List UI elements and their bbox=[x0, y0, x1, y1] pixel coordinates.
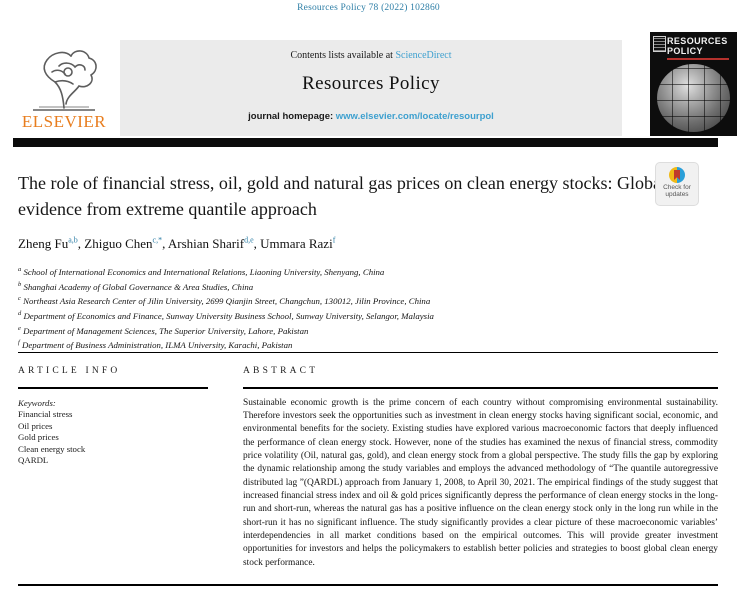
journal-masthead-box: Contents lists available at ScienceDirec… bbox=[120, 40, 622, 136]
journal-title: Resources Policy bbox=[302, 73, 440, 94]
check-badge-line2: updates bbox=[665, 191, 689, 198]
keyword-item: Gold prices bbox=[18, 432, 59, 443]
keyword-item: Financial stress bbox=[18, 409, 73, 420]
contents-line: Contents lists available at ScienceDirec… bbox=[120, 50, 622, 61]
masthead-divider-bar bbox=[13, 138, 718, 147]
affiliation-text: Department of Economics and Finance, Sun… bbox=[21, 310, 434, 321]
author-name: Arshian Sharif bbox=[167, 236, 245, 252]
sciencedirect-link[interactable]: ScienceDirect bbox=[395, 50, 452, 61]
cover-title: RESOURCES POLICY bbox=[667, 36, 728, 56]
cover-title-line2: POLICY bbox=[667, 46, 703, 56]
abstract-section: ABSTRACT Sustainable economic growth is … bbox=[243, 366, 718, 570]
author: Arshian Sharifd,e, bbox=[168, 236, 260, 251]
keyword-item: QARDL bbox=[18, 455, 49, 466]
journal-cover-thumbnail: RESOURCES POLICY bbox=[650, 32, 737, 136]
author: Zheng Fua,b, bbox=[18, 236, 84, 251]
keyword-item: Clean energy stock bbox=[18, 443, 86, 454]
abstract-heading: ABSTRACT bbox=[243, 366, 319, 376]
homepage-line: journal homepage: www.elsevier.com/locat… bbox=[120, 111, 622, 122]
section-divider bbox=[18, 352, 718, 353]
keywords-label: Keywords: bbox=[18, 397, 56, 408]
author-name: Zheng Fu bbox=[18, 236, 69, 252]
cover-tagline-rule bbox=[667, 58, 729, 60]
affiliation-line: d Department of Economics and Finance, S… bbox=[18, 308, 434, 323]
affiliation-marker: a bbox=[18, 266, 22, 273]
article-info-heading: ARTICLE INFO bbox=[18, 366, 121, 376]
cover-elsevier-mini-logo-icon bbox=[653, 36, 666, 52]
article-info-section: ARTICLE INFO Keywords: Financial stress … bbox=[18, 366, 208, 467]
affiliation-marker: e bbox=[18, 324, 21, 332]
elsevier-tree-icon bbox=[33, 50, 97, 111]
affiliation-line: c Northeast Asia Research Center of Jili… bbox=[18, 293, 434, 308]
author-affiliation-sup: d,e bbox=[244, 236, 254, 245]
article-info-rule bbox=[18, 387, 208, 389]
bookmark-icon bbox=[674, 170, 680, 180]
author-name: Zhiguo Chen bbox=[84, 236, 153, 252]
author-name: Ummara Razi bbox=[260, 236, 333, 252]
author-affiliation-sup: a,b bbox=[68, 236, 78, 245]
affiliation-marker: f bbox=[18, 339, 20, 347]
journal-citation-link[interactable]: Resources Policy 78 (2022) 102860 bbox=[297, 3, 440, 13]
check-for-updates-badge[interactable]: Check for updates bbox=[655, 162, 699, 206]
affiliation-marker: b bbox=[18, 280, 22, 288]
affiliation-list: a School of International Economics and … bbox=[18, 264, 434, 352]
crossmark-icon bbox=[669, 167, 685, 183]
author-affiliation-sup: c,* bbox=[152, 236, 163, 245]
homepage-link[interactable]: www.elsevier.com/locate/resourpol bbox=[335, 111, 494, 122]
author-affiliation-sup: f bbox=[332, 236, 336, 245]
abstract-text: Sustainable economic growth is the prime… bbox=[243, 397, 718, 568]
contents-prefix: Contents lists available at bbox=[290, 50, 396, 61]
page-title: The role of financial stress, oil, gold … bbox=[18, 173, 666, 219]
affiliation-text: School of International Economics and In… bbox=[21, 266, 385, 277]
affiliation-text: Shanghai Academy of Global Governance & … bbox=[21, 281, 254, 292]
affiliation-line: a School of International Economics and … bbox=[18, 264, 434, 279]
affiliation-text: Department of Management Sciences, The S… bbox=[20, 325, 309, 336]
author: Zhiguo Chenc,*, bbox=[84, 236, 168, 251]
author-separator: , bbox=[253, 236, 261, 252]
homepage-prefix: journal homepage: bbox=[248, 111, 336, 122]
cover-title-line1: RESOURCES bbox=[667, 36, 728, 46]
affiliation-marker: c bbox=[18, 295, 21, 303]
author-separator: , bbox=[77, 236, 85, 252]
keyword-item: Oil prices bbox=[18, 420, 53, 431]
author-separator: , bbox=[162, 236, 168, 252]
affiliation-text: Department of Business Administration, I… bbox=[19, 340, 293, 351]
affiliation-line: f Department of Business Administration,… bbox=[18, 337, 434, 352]
elsevier-wordmark: ELSEVIER bbox=[21, 112, 107, 131]
author: Ummara Razif bbox=[260, 236, 335, 251]
check-badge-text: Check for updates bbox=[656, 184, 698, 198]
page-bottom-rule bbox=[18, 584, 718, 586]
affiliation-text: Northeast Asia Research Center of Jilin … bbox=[20, 296, 431, 307]
affiliation-marker: d bbox=[18, 309, 22, 317]
cover-globe-image bbox=[657, 64, 730, 132]
elsevier-logo: ELSEVIER bbox=[10, 42, 118, 136]
affiliation-line: e Department of Management Sciences, The… bbox=[18, 323, 434, 338]
author-line: Zheng Fua,b, Zhiguo Chenc,*, Arshian Sha… bbox=[18, 236, 335, 252]
affiliation-line: b Shanghai Academy of Global Governance … bbox=[18, 279, 434, 294]
check-badge-line1: Check for bbox=[663, 184, 691, 191]
abstract-rule bbox=[243, 387, 718, 389]
